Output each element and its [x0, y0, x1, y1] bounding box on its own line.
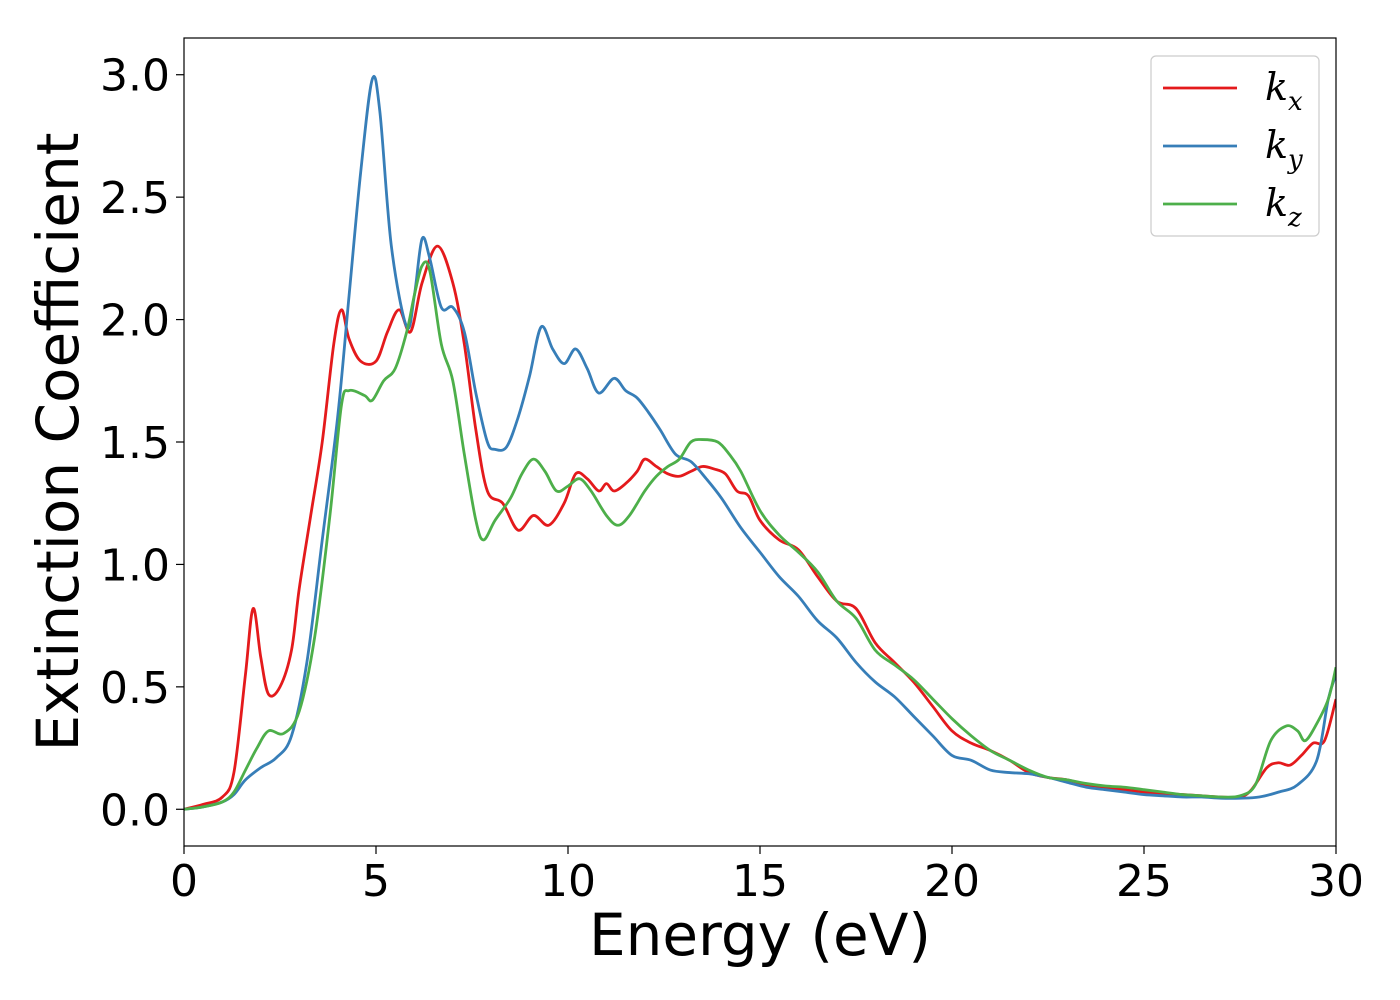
- x-axis-ticks: 0 5 10 15 20 25 30: [170, 846, 1364, 907]
- x-tick-label: 30: [1308, 856, 1364, 907]
- y-tick-label: 1.5: [100, 418, 170, 469]
- series-layer: [184, 74, 1336, 811]
- x-axis-title: Energy (eV): [589, 901, 931, 969]
- y-tick-label: 1.0: [100, 540, 170, 591]
- y-tick-label: 0.5: [100, 663, 170, 714]
- series-line-kz: [184, 260, 1336, 811]
- y-tick-label: 3.0: [100, 51, 170, 102]
- x-tick-label: 10: [540, 856, 596, 907]
- x-tick-label: 15: [732, 856, 788, 907]
- y-tick-label: 2.5: [100, 173, 170, 224]
- y-axis-ticks: 0.0 0.5 1.0 1.5 2.0 2.5 3.0: [100, 51, 184, 836]
- x-tick-label: 25: [1116, 856, 1172, 907]
- x-tick-label: 20: [924, 856, 980, 907]
- y-tick-label: 0.0: [100, 785, 170, 836]
- series-line-ky: [184, 74, 1336, 811]
- y-tick-label: 2.0: [100, 296, 170, 347]
- y-axis-title: Extinction Coefficient: [24, 133, 92, 752]
- x-tick-label: 0: [170, 856, 198, 907]
- x-tick-label: 5: [362, 856, 390, 907]
